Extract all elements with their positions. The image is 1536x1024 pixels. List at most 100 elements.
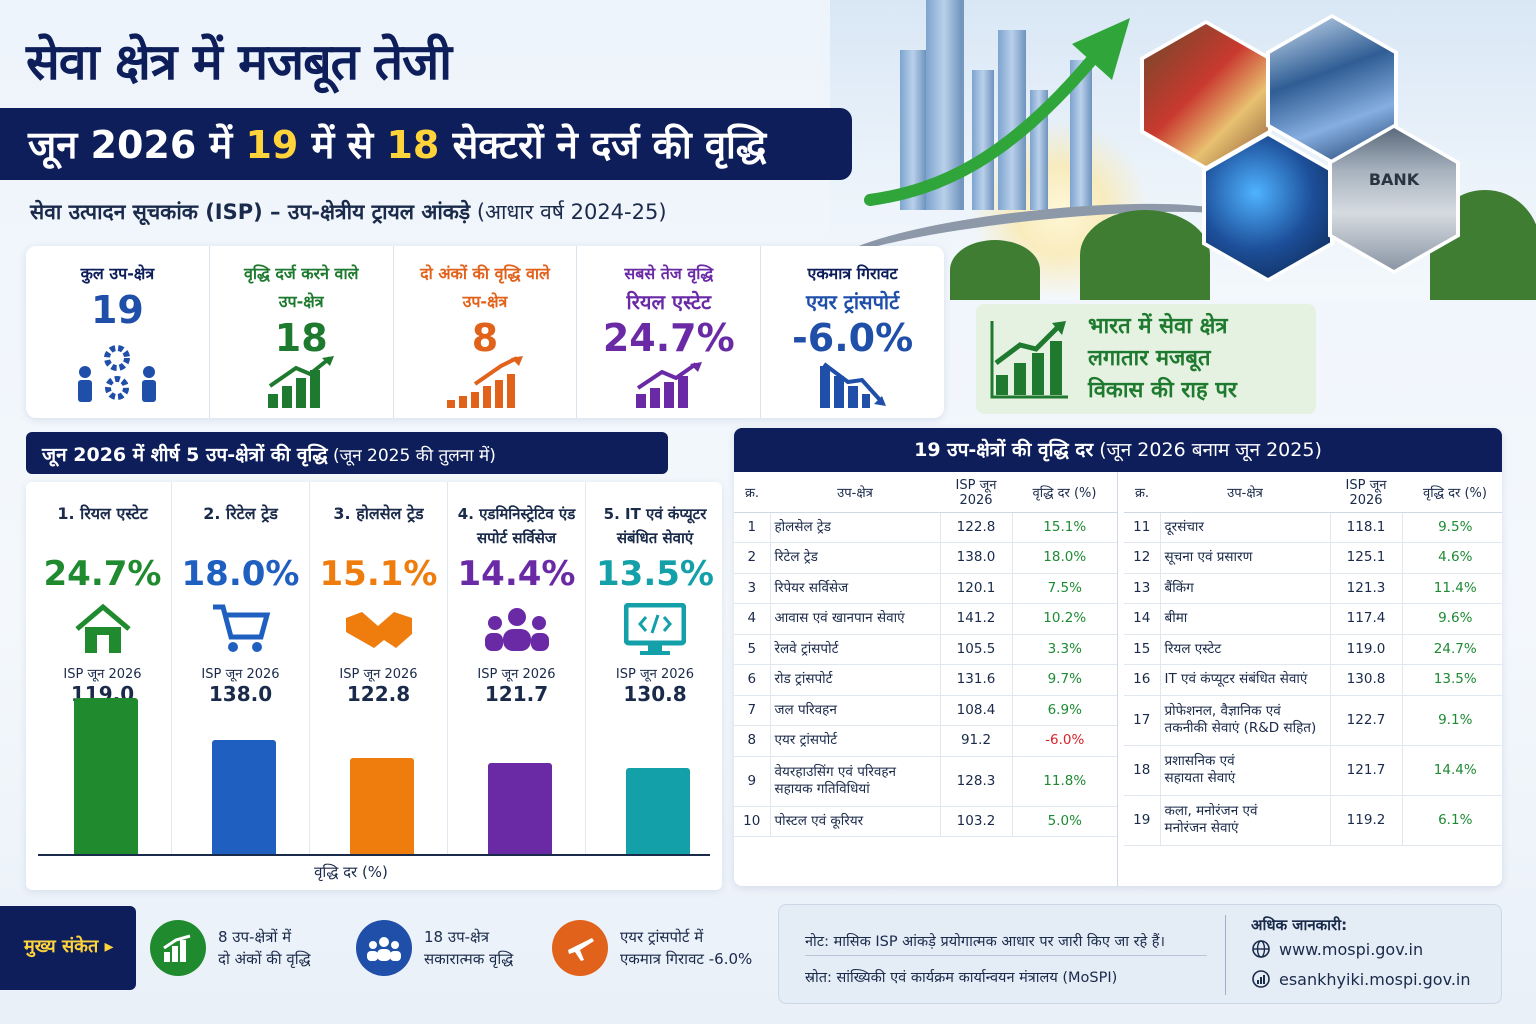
subsector-name: रिटेल ट्रेड bbox=[770, 542, 941, 574]
team-icon bbox=[484, 608, 549, 651]
page-title: सेवा क्षेत्र में मजबूत तेजी bbox=[26, 33, 452, 91]
key-item: 8 उप-क्षेत्रों में दो अंकों की वृद्धि bbox=[150, 920, 311, 976]
subsector-name-line: तकनीकी सेवाएं (R&D सहित) bbox=[1164, 720, 1317, 736]
subsector-name-line: वेयरहाउसिंग एवं परिवहन bbox=[774, 764, 897, 780]
globe-icon bbox=[1252, 940, 1270, 958]
row-number: 12 bbox=[1124, 542, 1161, 574]
subsector-name: होलसेल ट्रेड bbox=[770, 512, 941, 543]
kpi-value: -6.0% bbox=[792, 316, 914, 360]
row-number: 15 bbox=[1124, 634, 1161, 665]
row-number: 17 bbox=[1124, 695, 1161, 746]
subsector-name-line: होलसेल ट्रेड bbox=[774, 518, 831, 535]
subsector-name-line: प्रशासनिक एवं bbox=[1164, 753, 1235, 769]
rising-bars-icon bbox=[446, 356, 523, 408]
row-number: 14 bbox=[1124, 603, 1161, 635]
message-line: लगातार मजबूत bbox=[1088, 346, 1211, 371]
isp-value: 130.8 bbox=[1330, 664, 1403, 696]
growth-rate: 9.1% bbox=[1402, 695, 1502, 746]
growth-rate: 7.5% bbox=[1012, 573, 1117, 604]
kpi-label: एयर ट्रांसपोर्ट bbox=[805, 290, 900, 314]
isp-value: 141.2 bbox=[940, 603, 1013, 635]
note-text: नोट: मासिक ISP आंकड़े प्रयोगात्मक आधार प… bbox=[805, 934, 1166, 950]
divider bbox=[805, 955, 1207, 956]
row-number: 19 bbox=[1124, 795, 1161, 846]
top5-column: 5. IT एवं कंप्यूटर संबंधित सेवाएं 13.5% IS… bbox=[586, 482, 724, 854]
kpi-fastest-growth: सबसे तेज वृद्धि रियल एस्टेट 24.7% bbox=[577, 246, 762, 418]
category-icon-wrap bbox=[310, 594, 447, 664]
kpi-total: कुल उप-क्षेत्र 19 bbox=[26, 246, 210, 418]
row-number: 11 bbox=[1124, 512, 1161, 543]
growth-label: 18.0% bbox=[181, 554, 300, 594]
category-label: 2. रिटेल ट्रेड bbox=[203, 504, 278, 523]
row-number: 16 bbox=[1124, 664, 1161, 696]
kpi-value: 24.7% bbox=[602, 316, 735, 360]
growth-rate: 4.6% bbox=[1402, 542, 1502, 574]
kpi-panel: कुल उप-क्षेत्र 19 वृद्धि दर्ज करने वाले … bbox=[26, 246, 944, 418]
falling-bars-icon bbox=[819, 362, 886, 408]
isp-value: 121.7 bbox=[484, 682, 549, 706]
monitor-code-icon bbox=[624, 603, 686, 655]
isp-value: 118.1 bbox=[1330, 512, 1403, 543]
growth-rate: 18.0% bbox=[1012, 542, 1117, 574]
col-header-sn: क्र. bbox=[734, 472, 770, 513]
subsector-name: कला, मनोरंजन एवं मनोरंजन सेवाएं bbox=[1160, 795, 1331, 846]
table-heading-note: (जून 2026 बनाम जून 2025) bbox=[1093, 439, 1322, 461]
kpi-only-decline: एकमात्र गिरावट एयर ट्रांसपोर्ट -6.0% bbox=[761, 246, 944, 418]
row-number: 8 bbox=[734, 725, 771, 757]
skyscraper bbox=[998, 30, 1026, 210]
growth-rate: 3.3% bbox=[1012, 634, 1117, 665]
subsector-name: बैंकिंग bbox=[1160, 573, 1331, 604]
table-heading-main: 19 उप-क्षेत्रों की वृद्धि दर bbox=[914, 439, 1094, 461]
bank-building-photo: BANK bbox=[1328, 124, 1460, 274]
category-icon-wrap bbox=[448, 594, 585, 664]
bank-sign: BANK bbox=[1368, 169, 1420, 189]
website-link[interactable]: www.mospi.gov.in bbox=[1251, 939, 1423, 959]
portal-url[interactable]: esankhyiki.mospi.gov.in bbox=[1279, 969, 1471, 989]
isp-label: ISP जून 2026 bbox=[63, 667, 142, 682]
headline-banner: जून 2026 में 19 में से 18 सेक्टरों ने दर… bbox=[0, 108, 852, 180]
top5-column: 3. होलसेल ट्रेड 15.1% ISP जून 2026 122.8 bbox=[310, 482, 448, 854]
growth-rate: 6.1% bbox=[1402, 795, 1502, 846]
subsector-name-line: जल परिवहन bbox=[774, 701, 837, 718]
subsector-name-line: IT एवं कंप्यूटर संबंधित सेवाएं bbox=[1164, 671, 1308, 688]
growth-rate: 6.9% bbox=[1012, 695, 1117, 726]
row-number: 4 bbox=[734, 603, 771, 635]
key-item-text: एकमात्र गिरावट -6.0% bbox=[620, 950, 753, 968]
banner-text: सेक्टरों ने दर्ज की वृद्धि bbox=[439, 123, 767, 167]
subsector-name-line: आवास एवं खानपान सेवाएं bbox=[774, 610, 905, 627]
row-number: 2 bbox=[734, 542, 771, 574]
skyscraper bbox=[972, 70, 994, 210]
growth-rate: 14.4% bbox=[1402, 745, 1502, 796]
portal-link[interactable]: esankhyiki.mospi.gov.in bbox=[1251, 969, 1470, 989]
subsector-name-line: कला, मनोरंजन एवं bbox=[1164, 803, 1258, 819]
table-row: 8 एयर ट्रांसपोर्ट 91.2 -6.0% bbox=[734, 725, 1117, 757]
growth-label: 15.1% bbox=[319, 554, 438, 594]
table-heading: 19 उप-क्षेत्रों की वृद्धि दर (जून 2026 ब… bbox=[734, 428, 1502, 472]
subsector-name: प्रोफेशनल, वैज्ञानिक एवं तकनीकी सेवाएं (R… bbox=[1160, 695, 1331, 746]
rising-bars-icon bbox=[635, 362, 702, 408]
col-header-subsector: उप-क्षेत्र bbox=[770, 472, 940, 513]
top5-chart: 1. रियल एस्टेट 24.7% ISP जून 2026 119.0 2. र… bbox=[26, 482, 722, 890]
isp-label: ISP जून 2026 bbox=[615, 667, 695, 682]
subsector-name: बीमा bbox=[1160, 603, 1331, 635]
kpi-label: दो अंकों की वृद्धि वाले bbox=[420, 264, 550, 283]
subsector-name-line: रियल एस्टेट bbox=[1164, 640, 1222, 657]
table-row: 10 पोस्टल एवं कूरियर 103.2 5.0% bbox=[734, 806, 1117, 837]
table-row: 9 वेयरहाउसिंग एवं परिवहन सहायक गतिविधियां 1… bbox=[734, 756, 1117, 807]
col-header-isp: ISP जून 2026 bbox=[1330, 472, 1402, 513]
growth-rate: 15.1% bbox=[1012, 512, 1117, 543]
divider bbox=[1225, 915, 1226, 995]
website-url[interactable]: www.mospi.gov.in bbox=[1279, 939, 1424, 959]
subsector-name: रियल एस्टेट bbox=[1160, 634, 1331, 665]
table-row: 13 बैंकिंग 121.3 11.4% bbox=[1124, 573, 1502, 604]
subsector-name-line: सूचना एवं प्रसारण bbox=[1164, 549, 1253, 566]
growth-rate: 10.2% bbox=[1012, 603, 1117, 635]
subsector-name-line: सहायक गतिविधियां bbox=[774, 781, 870, 797]
top5-column: 2. रिटेल ट्रेड 18.0% ISP जून 2026 138.0 bbox=[172, 482, 310, 854]
skyscraper bbox=[1070, 60, 1092, 210]
bar bbox=[626, 768, 690, 854]
chart-baseline bbox=[38, 854, 710, 856]
handshake-icon bbox=[345, 612, 412, 648]
trees bbox=[950, 240, 1040, 300]
row-number: 3 bbox=[734, 573, 771, 604]
